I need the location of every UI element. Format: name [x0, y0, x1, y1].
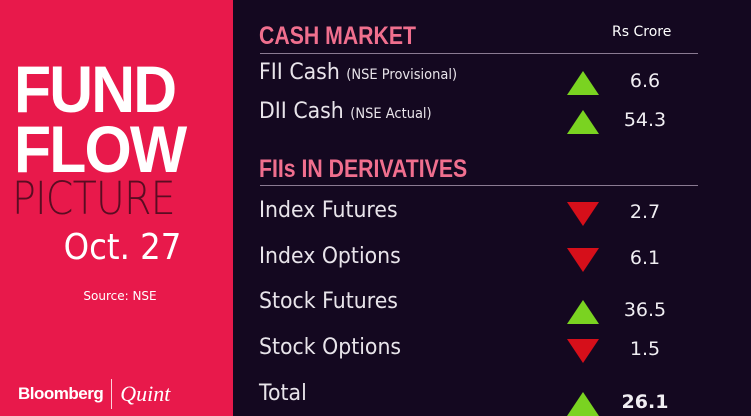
arrow-down-icon [567, 202, 599, 226]
label-text: FII Cash [259, 60, 340, 85]
row-value: 26.1 [621, 391, 669, 413]
row-label: Index Options [259, 246, 401, 268]
logo-bloomberg: Bloomberg [18, 384, 104, 403]
label-text: Index Options [259, 244, 401, 269]
row-value: 54.3 [623, 109, 667, 131]
row-label: Total [259, 383, 307, 405]
row-value: 1.5 [629, 338, 661, 360]
title-panel: FUND FLOW PICTURE Oct. 27 Source: NSE Bl… [0, 0, 233, 416]
divider [260, 185, 698, 186]
arrow-up-icon [567, 110, 599, 134]
row-label: Stock Futures [259, 291, 398, 313]
divider [260, 53, 698, 54]
unit-label: Rs Crore [612, 24, 672, 40]
label-text: Index Futures [259, 198, 398, 223]
title-picture: PICTURE [12, 172, 176, 225]
row-value: 6.1 [629, 247, 661, 269]
date: Oct. 27 [63, 227, 182, 268]
source: Source: NSE [83, 289, 157, 303]
row-label: DII Cash (NSE Actual) [259, 101, 432, 123]
cash-market-heading: CASH MARKET [259, 22, 417, 50]
label-note: (NSE Provisional) [346, 67, 458, 83]
row-label: FII Cash (NSE Provisional) [259, 62, 457, 84]
label-text: Stock Futures [259, 289, 398, 314]
row-label: Stock Options [259, 337, 401, 359]
title-flow: FLOW [14, 112, 187, 186]
arrow-up-icon [567, 71, 599, 95]
arrow-down-icon [567, 339, 599, 363]
label-text: DII Cash [259, 99, 344, 124]
label-text: Stock Options [259, 335, 402, 360]
arrow-up-icon [567, 300, 599, 324]
label-note: (NSE Actual) [350, 106, 432, 122]
row-value: 6.6 [629, 70, 661, 92]
title-fund: FUND [14, 52, 177, 126]
logo-divider [111, 379, 113, 409]
brand-logo: Bloomberg Quint [18, 379, 170, 409]
arrow-up-icon [567, 392, 599, 416]
row-label: Index Futures [259, 200, 398, 222]
row-value: 2.7 [629, 201, 661, 223]
row-value: 36.5 [623, 299, 667, 321]
derivatives-heading: FIIs IN DERIVATIVES [259, 155, 468, 183]
logo-quint: Quint [120, 381, 171, 406]
label-text: Total [259, 381, 307, 406]
arrow-down-icon [567, 248, 599, 272]
